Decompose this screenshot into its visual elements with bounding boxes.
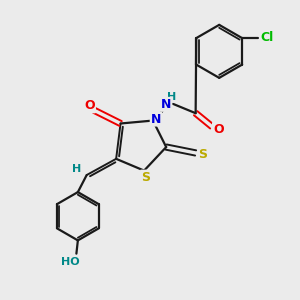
Text: Cl: Cl xyxy=(260,31,273,44)
Text: S: S xyxy=(199,148,208,161)
Text: O: O xyxy=(213,123,224,136)
Text: O: O xyxy=(84,99,95,112)
Text: N: N xyxy=(161,98,171,111)
Text: H: H xyxy=(167,92,176,102)
Text: N: N xyxy=(151,112,161,126)
Text: HO: HO xyxy=(61,256,80,267)
Text: S: S xyxy=(141,171,150,184)
Text: H: H xyxy=(72,164,81,174)
